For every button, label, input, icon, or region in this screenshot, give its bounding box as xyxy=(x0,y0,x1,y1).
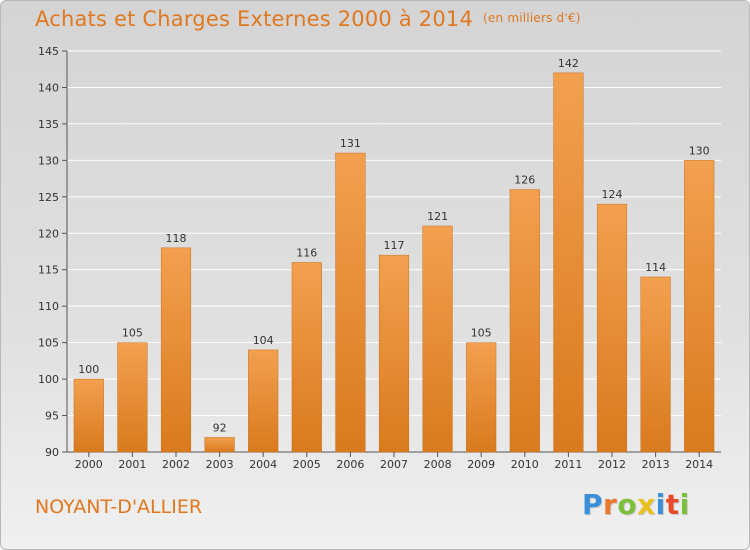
chart-title: Achats et Charges Externes 2000 à 2014 (e… xyxy=(35,7,581,31)
logo-letter: i xyxy=(679,488,690,521)
y-tick-label: 140 xyxy=(38,81,59,94)
bar xyxy=(640,276,671,453)
bar xyxy=(117,342,148,453)
y-tick-label: 130 xyxy=(38,154,59,167)
bar xyxy=(160,247,192,453)
y-tick-label: 145 xyxy=(38,45,59,58)
x-tick-label: 2012 xyxy=(598,458,626,471)
x-tick-label: 2004 xyxy=(249,458,277,471)
logo-letter: i xyxy=(655,488,666,521)
bar xyxy=(248,349,279,453)
bar xyxy=(378,254,410,453)
logo-letter: t xyxy=(665,488,680,521)
bar-value-label: 92 xyxy=(213,421,227,434)
y-tick-label: 135 xyxy=(38,118,59,131)
x-tick-label: 2008 xyxy=(424,458,452,471)
bar-value-label: 104 xyxy=(253,334,274,347)
x-tick-label: 2010 xyxy=(511,458,539,471)
bar-value-label: 121 xyxy=(427,210,448,223)
bar-value-label: 124 xyxy=(602,188,623,201)
bar xyxy=(422,225,453,453)
commune-name: NOYANT-D'ALLIER xyxy=(35,496,203,518)
x-tick-label: 2007 xyxy=(380,458,408,471)
bar-value-label: 117 xyxy=(384,239,405,252)
chart-title-text: Achats et Charges Externes 2000 à 2014 xyxy=(35,7,474,31)
x-tick-label: 2001 xyxy=(118,458,146,471)
x-tick-label: 2003 xyxy=(206,458,234,471)
y-tick-label: 125 xyxy=(38,191,59,204)
y-tick-label: 120 xyxy=(38,227,59,240)
x-tick-label: 2013 xyxy=(642,458,670,471)
bar-value-label: 116 xyxy=(296,246,317,259)
logo-letter: P xyxy=(582,488,604,521)
bar xyxy=(335,152,366,453)
x-tick-label: 2005 xyxy=(293,458,321,471)
y-tick-label: 100 xyxy=(38,373,59,386)
bar-value-label: 142 xyxy=(558,57,579,70)
x-tick-label: 2006 xyxy=(336,458,364,471)
bar-value-label: 114 xyxy=(645,261,666,274)
y-tick-label: 115 xyxy=(38,264,59,277)
bar-value-label: 131 xyxy=(340,137,361,150)
x-tick-label: 2000 xyxy=(75,458,103,471)
bar-value-label: 105 xyxy=(471,327,492,340)
bar-value-label: 130 xyxy=(689,144,710,157)
chart-unit: (en milliers d'€) xyxy=(483,11,581,25)
bar xyxy=(204,437,235,453)
bar xyxy=(466,342,497,453)
y-tick-label: 110 xyxy=(38,300,59,313)
x-tick-label: 2014 xyxy=(685,458,713,471)
bar xyxy=(73,378,104,453)
y-tick-label: 95 xyxy=(45,410,59,423)
x-tick-label: 2011 xyxy=(554,458,582,471)
bar xyxy=(596,203,628,453)
bar xyxy=(291,262,322,453)
x-tick-label: 2009 xyxy=(467,458,495,471)
y-tick-label: 90 xyxy=(45,446,59,459)
bar-value-label: 100 xyxy=(78,363,99,376)
bar-value-label: 105 xyxy=(122,327,143,340)
bar-value-label: 118 xyxy=(166,232,187,245)
bar xyxy=(684,160,715,453)
logo-letter: r xyxy=(603,488,618,521)
logo-letter: o xyxy=(617,488,638,521)
bar xyxy=(509,189,540,453)
bar xyxy=(553,72,584,453)
logo-letter: x xyxy=(637,488,656,521)
proxiti-logo: Proxiti xyxy=(582,488,690,521)
bar-value-label: 126 xyxy=(514,174,535,187)
y-tick-label: 105 xyxy=(38,337,59,350)
x-tick-label: 2002 xyxy=(162,458,190,471)
